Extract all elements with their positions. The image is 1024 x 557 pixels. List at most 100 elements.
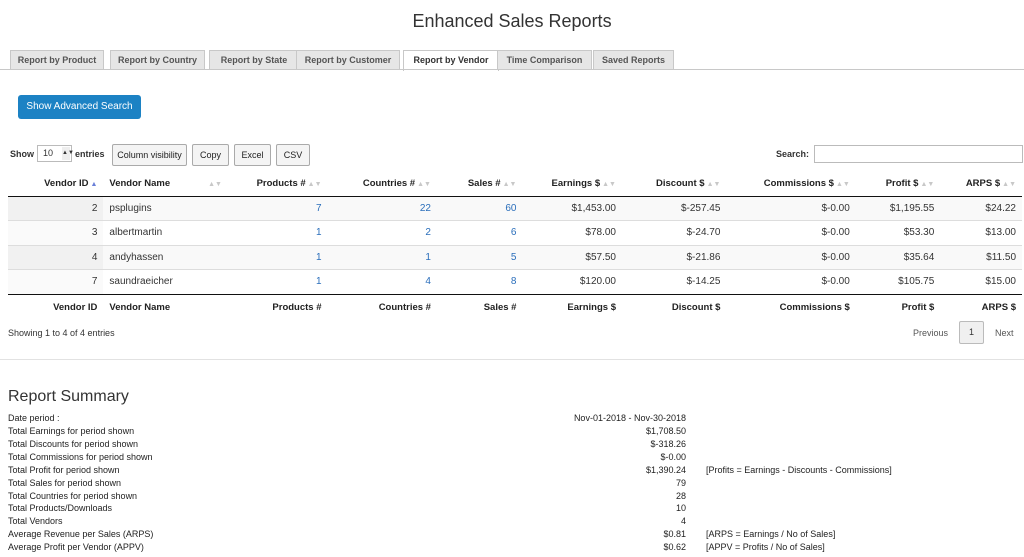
summary-row: Total Sales for period shown 79 — [8, 478, 1008, 491]
cell-profit: $1,195.55 — [855, 195, 941, 221]
summary-note: [ARPS = Earnings / No of Sales] — [706, 529, 836, 539]
column-header-earnings[interactable]: Earnings $ ▲▼ — [522, 172, 622, 197]
pagination-previous-button[interactable]: Previous — [913, 328, 949, 338]
cell-products-link[interactable]: 1 — [227, 244, 328, 270]
show-label: Show — [10, 149, 34, 159]
tab-report-by-vendor[interactable]: Report by Vendor — [403, 50, 499, 71]
summary-row: Average Revenue per Sales (ARPS) $0.81 [… — [8, 529, 1008, 542]
column-header-arps[interactable]: ARPS $ ▲▼ — [940, 172, 1022, 197]
column-header-profit[interactable]: Profit $ ▲▼ — [855, 172, 941, 197]
footer-products: Products # — [227, 293, 328, 321]
summary-value: $-318.26 — [650, 439, 686, 449]
pagination-next-button[interactable]: Next — [995, 328, 1014, 338]
vendor-report-table: Vendor ID ▲ Vendor Name ▲▼ Products # ▲▼ Co… — [8, 172, 1022, 321]
column-label: Vendor Name — [109, 178, 171, 190]
cell-products-link[interactable]: 7 — [227, 195, 328, 221]
footer-vendor-name: Vendor Name — [103, 293, 228, 321]
footer-profit: Profit $ — [855, 293, 941, 321]
table-header-row: Vendor ID ▲ Vendor Name ▲▼ Products # ▲▼ Co… — [8, 172, 1022, 197]
sort-icon: ▲▼ — [502, 181, 517, 189]
cell-vendor-id: 3 — [8, 220, 104, 245]
cell-vendor-name: saundraeicher — [103, 269, 228, 294]
column-label: Profit $ — [885, 178, 919, 190]
column-header-vendor-name[interactable]: Vendor Name ▲▼ — [103, 172, 228, 197]
excel-button[interactable]: Excel — [234, 144, 271, 166]
cell-countries-link[interactable]: 22 — [327, 195, 437, 221]
sort-icon: ▲▼ — [706, 181, 721, 189]
copy-button[interactable]: Copy — [192, 144, 229, 166]
column-label: Discount $ — [656, 178, 705, 190]
column-label: Commissions $ — [763, 178, 834, 190]
sort-icon: ▲▼ — [835, 181, 850, 189]
tab-report-by-customer[interactable]: Report by Customer — [296, 50, 400, 70]
tabs-divider — [0, 69, 1024, 70]
sort-icon: ▲▼ — [307, 181, 322, 189]
entries-per-page-select[interactable]: 10 ▲▼ — [37, 145, 74, 162]
column-header-commissions[interactable]: Commissions $ ▲▼ — [726, 172, 856, 197]
tab-report-by-country[interactable]: Report by Country — [110, 50, 205, 70]
cell-discount: $-21.86 — [621, 244, 727, 270]
tab-saved-reports[interactable]: Saved Reports — [593, 50, 674, 70]
csv-button[interactable]: CSV — [276, 144, 310, 166]
summary-row: Total Profit for period shown $1,390.24 … — [8, 465, 1008, 478]
sort-icon: ▲▼ — [208, 181, 222, 189]
cell-sales-link[interactable]: 60 — [436, 195, 523, 221]
cell-profit: $53.30 — [855, 220, 941, 245]
summary-value: $0.62 — [663, 542, 686, 552]
column-header-vendor-id[interactable]: Vendor ID ▲ — [8, 172, 104, 197]
column-header-countries[interactable]: Countries # ▲▼ — [327, 172, 437, 197]
cell-vendor-id: 4 — [8, 244, 104, 270]
cell-sales-link[interactable]: 8 — [436, 269, 523, 294]
entries-value: 10 — [43, 148, 54, 158]
cell-sales-link[interactable]: 5 — [436, 244, 523, 270]
section-divider — [0, 359, 1024, 360]
cell-vendor-name: psplugins — [103, 195, 228, 221]
show-advanced-search-button[interactable]: Show Advanced Search — [18, 95, 141, 119]
pagination-page-button[interactable]: 1 — [959, 321, 984, 344]
summary-label: Average Profit per Vendor (APPV) — [8, 542, 144, 552]
cell-commissions: $-0.00 — [726, 244, 856, 270]
cell-commissions: $-0.00 — [726, 269, 856, 294]
summary-label: Total Discounts for period shown — [8, 439, 139, 449]
sort-icon: ▲▼ — [1002, 181, 1016, 189]
summary-note: [APPV = Profits / No of Sales] — [706, 542, 825, 552]
tab-report-by-product[interactable]: Report by Product — [10, 50, 104, 70]
summary-value: $1,708.50 — [645, 426, 686, 436]
cell-earnings: $1,453.00 — [522, 195, 622, 221]
summary-row: Total Commissions for period shown $-0.0… — [8, 452, 1008, 465]
column-header-products[interactable]: Products # ▲▼ — [227, 172, 328, 197]
cell-arps: $13.00 — [940, 220, 1022, 245]
page-title: Enhanced Sales Reports — [412, 11, 612, 31]
cell-sales-link[interactable]: 6 — [436, 220, 523, 245]
footer-vendor-id: Vendor ID — [8, 293, 104, 321]
summary-row: Total Vendors 4 — [8, 516, 1008, 529]
footer-countries: Countries # — [327, 293, 437, 321]
summary-label: Total Products/Downloads — [8, 503, 113, 513]
summary-label: Date period : — [8, 413, 60, 423]
column-visibility-button[interactable]: Column visibility — [112, 144, 187, 166]
summary-value: $1,390.24 — [645, 465, 686, 475]
column-label: Vendor ID — [44, 178, 89, 190]
search-input[interactable] — [814, 145, 1023, 163]
cell-countries-link[interactable]: 4 — [327, 269, 437, 294]
summary-value: 10 — [675, 503, 686, 513]
tab-time-comparison[interactable]: Time Comparison — [497, 50, 592, 70]
summary-label: Total Commissions for period shown — [8, 452, 153, 462]
summary-value: 79 — [675, 478, 686, 488]
summary-value: $-0.00 — [660, 452, 686, 462]
cell-vendor-id: 7 — [8, 269, 104, 294]
summary-note: [Profits = Earnings - Discounts - Commis… — [706, 465, 892, 475]
sort-icon: ▲▼ — [417, 181, 431, 189]
cell-countries-link[interactable]: 2 — [327, 220, 437, 245]
column-label: Sales # — [467, 178, 501, 190]
summary-label: Total Earnings for period shown — [8, 426, 135, 436]
cell-products-link[interactable]: 1 — [227, 220, 328, 245]
column-header-sales[interactable]: Sales # ▲▼ — [436, 172, 523, 197]
chevron-updown-icon: ▲▼ — [62, 147, 74, 160]
cell-countries-link[interactable]: 1 — [327, 244, 437, 270]
cell-products-link[interactable]: 1 — [227, 269, 328, 294]
column-label: ARPS $ — [965, 178, 1001, 190]
summary-value: 4 — [680, 516, 686, 526]
tab-report-by-state[interactable]: Report by State — [209, 50, 299, 70]
column-header-discount[interactable]: Discount $ ▲▼ — [621, 172, 727, 197]
